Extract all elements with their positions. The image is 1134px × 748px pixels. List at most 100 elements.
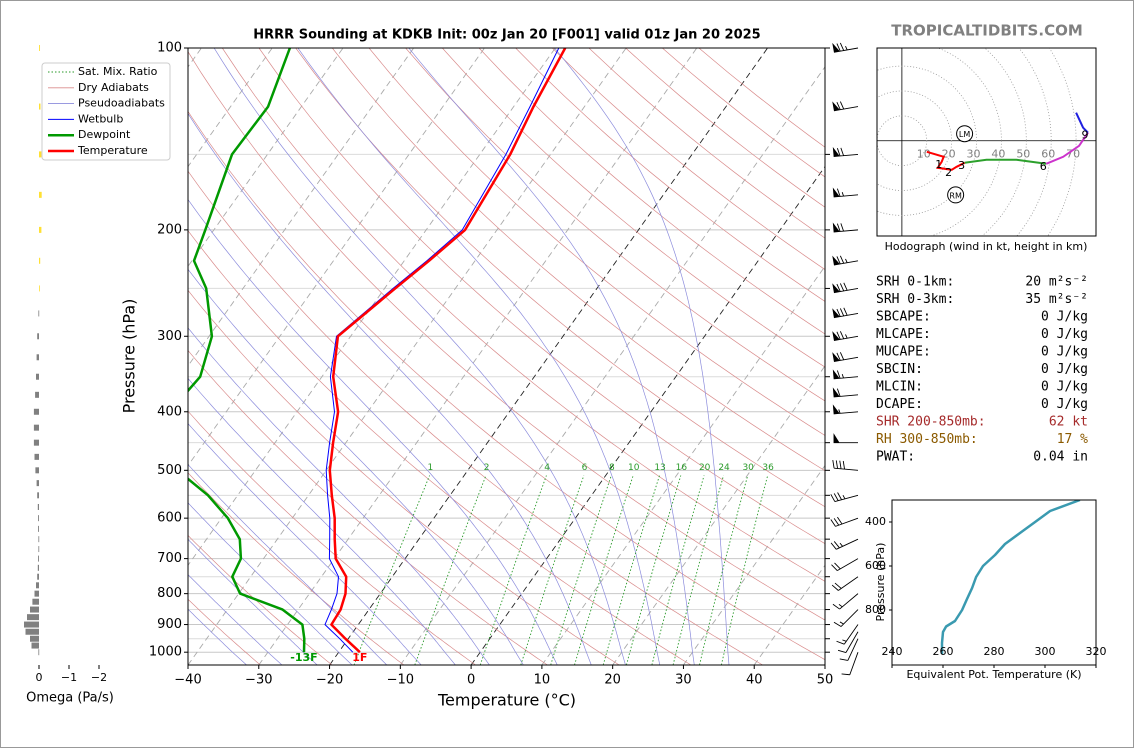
wind-barb <box>832 307 859 319</box>
mixing-ratio-label: 1 <box>427 463 433 473</box>
stat-label: DCAPE: <box>876 397 923 412</box>
y-tick-label: 600 <box>157 511 182 526</box>
highlight-isotherm <box>329 48 768 665</box>
y-axis-label: Pressure (hPa) <box>120 299 139 414</box>
hodo-ring <box>981 48 1027 236</box>
dry-adiabat <box>368 48 825 436</box>
omega-bar <box>37 503 39 510</box>
wind-barb <box>832 352 859 362</box>
stat-label: SBCAPE: <box>876 310 931 325</box>
theta-e-y-label: Pressure (hPa) <box>874 543 887 622</box>
wind-barbs <box>830 42 859 676</box>
omega-bar <box>34 590 39 597</box>
isotherm <box>188 48 556 567</box>
x-tick-label: −20 <box>316 673 343 688</box>
omega-bar <box>38 525 39 532</box>
hodo-segment <box>1075 112 1089 134</box>
pseudoadiabat <box>188 574 283 665</box>
pseudoadiabat <box>188 198 558 665</box>
mixing-ratio-label: 36 <box>762 463 774 473</box>
mixing-ratio-line <box>651 475 705 665</box>
y-tick-label: 900 <box>157 617 182 632</box>
stat-value: 62 kt <box>1049 415 1088 430</box>
isotherm <box>188 48 415 367</box>
pseudoadiabat <box>188 422 422 665</box>
omega-x-label: Omega (Pa/s) <box>26 691 114 706</box>
wind-barb <box>841 652 859 676</box>
wind-barb <box>832 255 859 266</box>
hodo-ring <box>1047 48 1077 236</box>
isotherm <box>188 48 627 665</box>
wind-barb <box>837 631 859 653</box>
x-tick-label: −10 <box>387 673 414 688</box>
wind-barb <box>832 101 859 112</box>
omega-bar <box>37 333 39 340</box>
x-tick-label: −40 <box>174 673 201 688</box>
x-tick-label: 50 <box>817 673 834 688</box>
hodograph-plot: 10 20 30 40 50 60 70 123 6 9 LM RM <box>877 48 1096 236</box>
stat-value: 35 m²s⁻² <box>1025 292 1088 307</box>
dry-adiabat <box>258 48 825 545</box>
omega-bar <box>30 606 39 613</box>
wind-barb <box>832 369 859 380</box>
pseudoadiabat <box>188 112 592 665</box>
omega-bar <box>32 598 39 605</box>
omega-bar <box>39 257 41 264</box>
wind-barb <box>832 331 859 341</box>
x-tick-label: 0 <box>467 673 475 688</box>
stat-value: 0 J/kg <box>1041 345 1088 360</box>
mixing-ratio-line <box>699 475 749 665</box>
omega-bar <box>39 191 42 198</box>
wind-barb <box>832 42 859 53</box>
hodograph-caption: Hodograph (wind in kt, height in km) <box>885 240 1088 253</box>
omega-bar <box>39 226 42 233</box>
legend: Sat. Mix. Ratio Dry Adiabats Pseudoadiabat… <box>41 62 171 161</box>
pseudoadiabat <box>554 48 730 665</box>
theta-e-axes: 240 260 280 300 320 400 600 800 <box>865 515 1107 668</box>
omega-bar <box>38 555 39 562</box>
skewt-plot: 1 2 4 6 8 10 13 16 20 24 30 36 <box>188 48 825 665</box>
dry-adiabat <box>442 48 825 368</box>
theta-x-tick-label: 240 <box>882 645 903 658</box>
x-tick-label: 40 <box>746 673 763 688</box>
omega-bar <box>39 45 40 51</box>
dry-adiabat <box>332 48 825 472</box>
x-axis-label: Temperature (°C) <box>437 691 576 710</box>
mixing-ratio-label: 30 <box>742 463 754 473</box>
pseudoadiabat <box>188 538 318 665</box>
theta-y-tick-label: 600 <box>865 559 886 572</box>
wind-barb <box>832 222 859 233</box>
dry-adiabat <box>405 48 825 402</box>
skewt-frame <box>187 47 826 666</box>
isotherm <box>188 48 485 467</box>
x-tick-label: 20 <box>604 673 621 688</box>
omega-bar <box>35 467 39 474</box>
x-tick-label: 10 <box>534 673 551 688</box>
hodo-segment <box>964 158 1047 165</box>
stat-label: SRH 0-3km: <box>876 292 954 307</box>
omega-bar <box>36 480 39 487</box>
x-tick-label: 30 <box>675 673 692 688</box>
omega-bar <box>39 285 40 292</box>
legend-label: Temperature <box>77 144 148 157</box>
dry-adiabat <box>188 534 333 665</box>
hodo-ring <box>929 48 1002 236</box>
stat-value: 0 J/kg <box>1041 362 1088 377</box>
hodo-ring <box>1016 48 1052 236</box>
storm-motion-label: RM <box>949 191 962 200</box>
isotherm <box>188 48 344 268</box>
hodo-height-label: 9 <box>1082 129 1089 142</box>
stat-label: SBCIN: <box>876 362 923 377</box>
theta-y-tick-label: 400 <box>865 515 886 528</box>
mixing-ratio-line <box>414 475 487 665</box>
stat-label: MLCAPE: <box>876 327 931 342</box>
pseudoadiabat <box>188 502 353 665</box>
stat-label: MUCAPE: <box>876 345 931 360</box>
pseudoadiabat <box>408 48 695 665</box>
wind-barb <box>832 187 859 198</box>
stat-value: 0 J/kg <box>1041 310 1088 325</box>
omega-bar <box>38 649 40 656</box>
hodo-ring-label: 60 <box>1041 148 1055 161</box>
